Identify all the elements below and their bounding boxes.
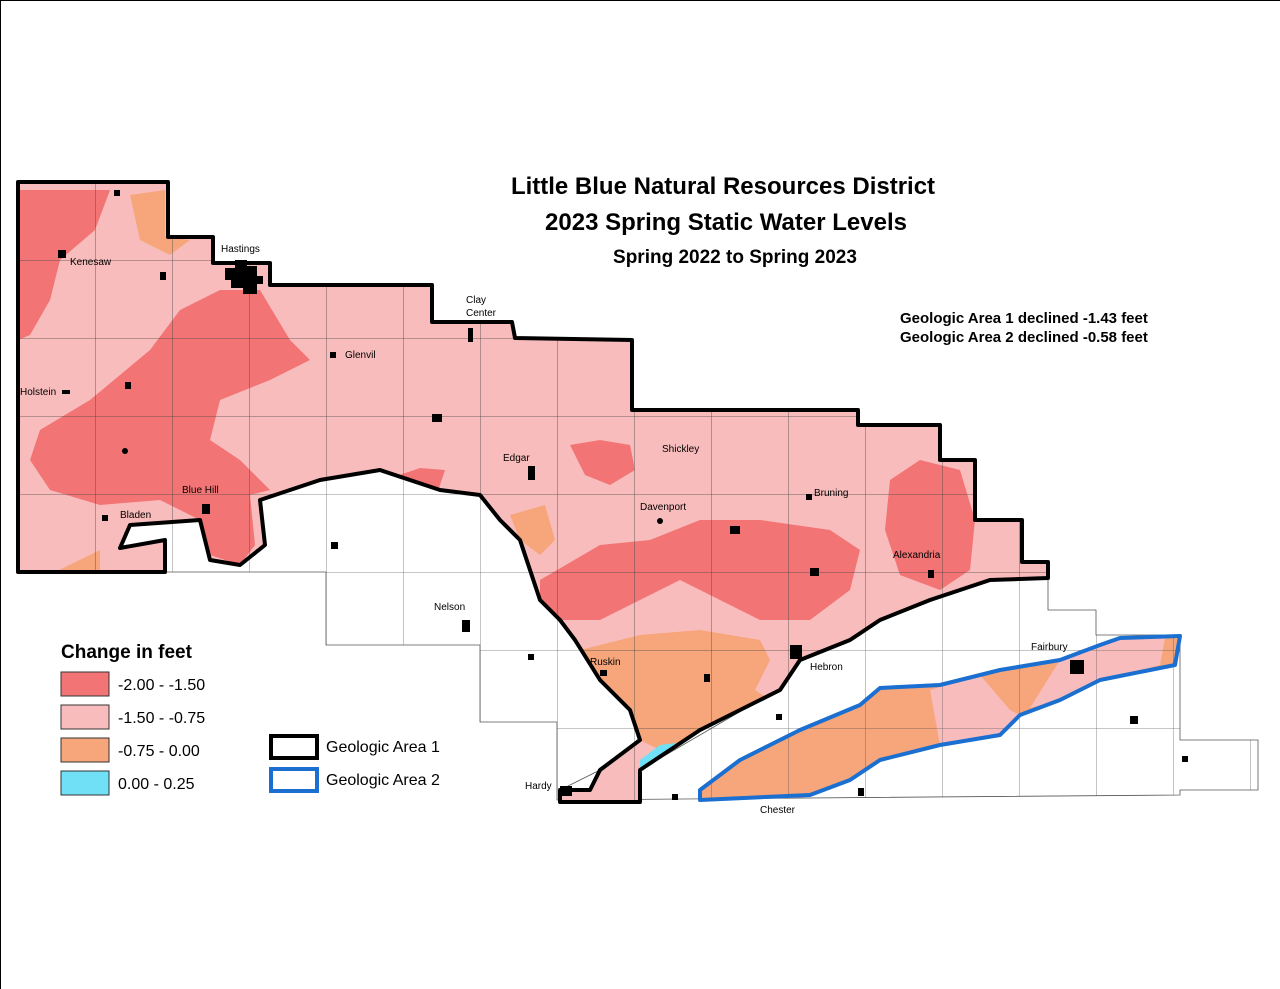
legend-label: 0.00 - 0.25 xyxy=(118,776,195,793)
geologic-area-2 xyxy=(698,634,1182,802)
title: Little Blue Natural Resources District xyxy=(511,173,935,200)
town-label: Hardy xyxy=(525,781,552,792)
legend: Change in feet -2.00 - -1.50 -1.50 - -0.7… xyxy=(60,642,440,796)
town-label: Blue Hill xyxy=(182,485,219,496)
town-label: Hebron xyxy=(810,662,843,673)
legend-swatch xyxy=(60,770,110,796)
town-label: Chester xyxy=(760,805,796,816)
town-label: Glenvil xyxy=(345,350,376,361)
town-label: Center xyxy=(466,308,497,319)
town-label: Clay xyxy=(466,295,486,306)
subtitle: Spring 2022 to Spring 2023 xyxy=(613,247,857,268)
town-label: Alexandria xyxy=(893,550,941,561)
title: 2023 Spring Static Water Levels xyxy=(545,209,907,236)
legend-swatch xyxy=(269,734,319,760)
town-label: Fairbury xyxy=(1031,642,1068,653)
township-grid-south xyxy=(165,470,1258,802)
town-label: Hastings xyxy=(221,244,260,255)
legend-label: -0.75 - 0.00 xyxy=(118,743,200,760)
class-legend: -2.00 - -1.50 -1.50 - -0.75 -0.75 - 0.00 0.… xyxy=(60,671,205,796)
legend-swatch xyxy=(60,737,110,763)
legend-swatch xyxy=(269,767,319,793)
legend-swatch xyxy=(60,704,110,730)
legend-label: Geologic Area 1 xyxy=(326,739,440,756)
geologic-area-1 xyxy=(16,180,1050,804)
legend-label: -1.50 - -0.75 xyxy=(118,710,205,727)
town-label: Davenport xyxy=(640,502,686,513)
town-label: Bruning xyxy=(814,488,848,499)
legend-label: Geologic Area 2 xyxy=(326,772,440,789)
annotation: Geologic Area 1 declined -1.43 feet xyxy=(900,310,1148,327)
town-label: Kenesaw xyxy=(70,257,112,268)
legend-swatch xyxy=(60,671,110,697)
town-label: Bladen xyxy=(120,510,151,521)
legend-title: Change in feet xyxy=(61,642,193,663)
town-label: Nelson xyxy=(434,602,465,613)
town-label: Ruskin xyxy=(590,657,621,668)
town-label: Edgar xyxy=(503,453,530,464)
town-label: Shickley xyxy=(662,444,699,455)
town-label: Holstein xyxy=(20,387,56,398)
area-legend: Geologic Area 1 Geologic Area 2 xyxy=(269,734,440,793)
legend-label: -2.00 - -1.50 xyxy=(118,677,205,694)
town-markers xyxy=(58,190,1188,800)
annotation: Geologic Area 2 declined -0.58 feet xyxy=(900,329,1148,346)
town-labels: Kenesaw Hastings Clay Center Glenvil Hol… xyxy=(20,244,1068,816)
